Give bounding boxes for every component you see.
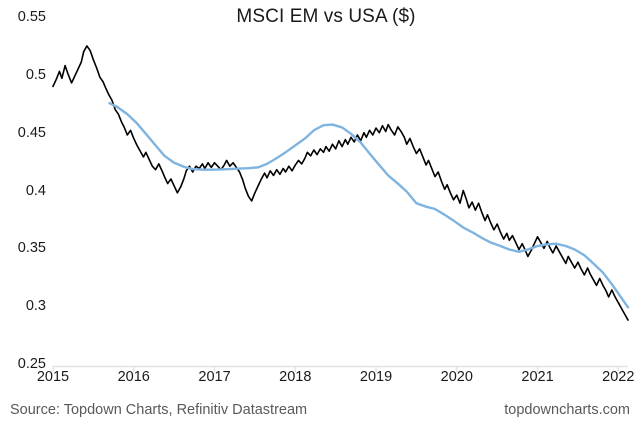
y-tick-label: 0.3 bbox=[25, 298, 46, 315]
x-tick-label: 2016 bbox=[117, 369, 150, 385]
y-tick-label: 0.25 bbox=[17, 356, 46, 372]
x-tick-label: 2021 bbox=[521, 369, 554, 385]
y-tick-label: 0.5 bbox=[25, 66, 46, 83]
series-paths bbox=[52, 45, 630, 321]
x-tick-label: 2020 bbox=[440, 369, 473, 385]
price-series-line bbox=[52, 45, 629, 321]
site-credit: topdowncharts.com bbox=[504, 402, 630, 418]
x-tick-label: 2022 bbox=[602, 369, 635, 385]
moving-average-line bbox=[108, 101, 630, 309]
chart-title: MSCI EM vs USA ($) bbox=[236, 6, 416, 27]
x-tick-label: 2015 bbox=[36, 369, 70, 385]
x-tick-label: 2019 bbox=[359, 369, 393, 385]
axis-lines bbox=[52, 365, 628, 372]
x-tick-label: 2017 bbox=[198, 369, 231, 385]
source-note: Source: Topdown Charts, Refinitiv Datast… bbox=[10, 402, 308, 418]
y-tick-label: 0.55 bbox=[17, 9, 46, 25]
y-tick-label: 0.45 bbox=[17, 124, 46, 141]
chart-footer: Source: Topdown Charts, Refinitiv Datast… bbox=[0, 396, 640, 429]
y-axis-tick-labels: 0.25 0.3 0.35 0.4 0.45 0.5 0.55 bbox=[0, 0, 46, 429]
y-tick-label: 0.4 bbox=[25, 182, 46, 199]
x-tick-label: 2018 bbox=[279, 369, 312, 385]
y-tick-label: 0.35 bbox=[17, 240, 46, 257]
